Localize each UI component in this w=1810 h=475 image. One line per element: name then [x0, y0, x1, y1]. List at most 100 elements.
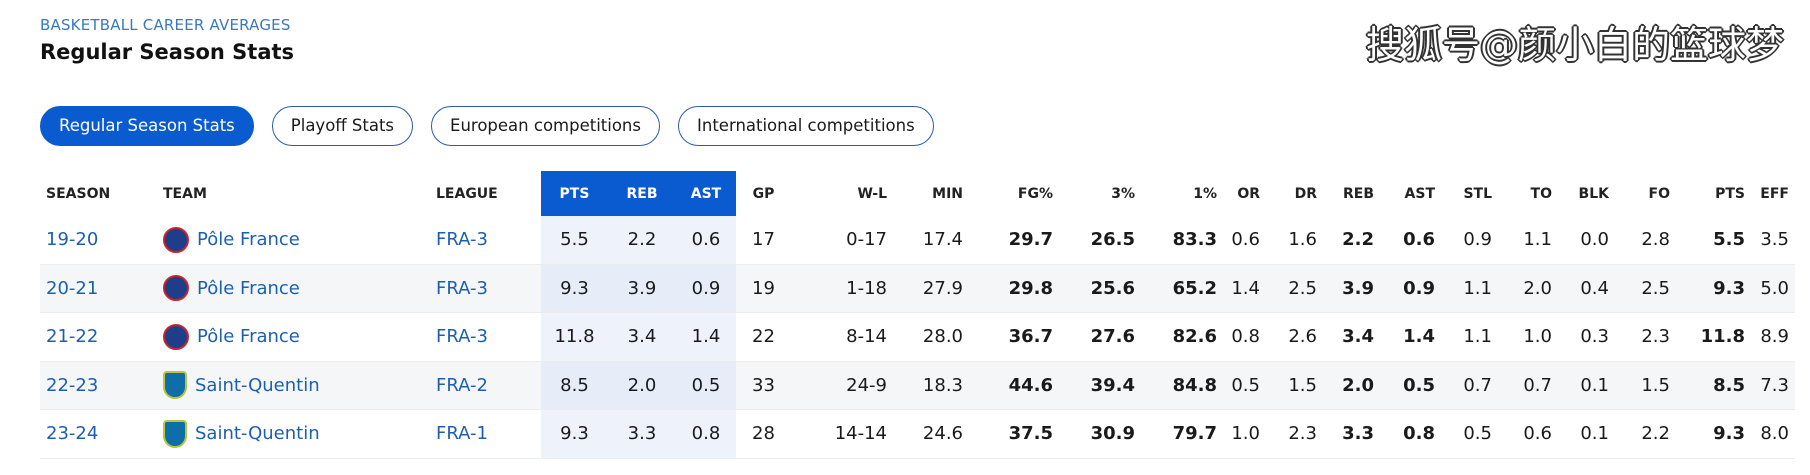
- col-ast-total[interactable]: AST: [1404, 185, 1435, 202]
- team-link[interactable]: Saint-Quentin: [195, 374, 320, 396]
- to-cell: 2.0: [1498, 264, 1558, 313]
- stl-cell: 0.5: [1441, 409, 1498, 459]
- col-1-pct[interactable]: 1%: [1193, 185, 1217, 202]
- tab-playoffs[interactable]: Playoff Stats: [271, 106, 414, 146]
- team-cell: Saint-Quentin: [157, 361, 430, 410]
- eff-cell: 3.5: [1751, 216, 1795, 265]
- col-reb[interactable]: REB: [608, 171, 676, 216]
- gp-cell: 22: [736, 312, 791, 362]
- season-link[interactable]: 20-21: [40, 264, 157, 313]
- pole-france-logo-icon: [163, 323, 189, 350]
- team-link[interactable]: Pôle France: [197, 229, 300, 251]
- eff-cell: 7.3: [1751, 361, 1795, 410]
- reb-total-cell: 2.0: [1323, 361, 1380, 410]
- col-team[interactable]: TEAM: [163, 185, 207, 202]
- reb-total-cell: 3.4: [1323, 312, 1380, 362]
- fg-pct-cell: 36.7: [969, 312, 1059, 362]
- blk-cell: 0.1: [1558, 361, 1615, 410]
- col-dr[interactable]: DR: [1294, 185, 1317, 202]
- dr-cell: 2.6: [1266, 312, 1323, 362]
- team-link[interactable]: Pôle France: [197, 277, 300, 299]
- reb-cell: 2.0: [608, 361, 676, 410]
- reb-cell: 3.9: [608, 264, 676, 313]
- reb-cell: 2.2: [608, 216, 676, 265]
- min-cell: 18.3: [893, 361, 969, 410]
- to-cell: 0.7: [1498, 361, 1558, 410]
- season-link[interactable]: 21-22: [40, 312, 157, 362]
- gp-cell: 19: [736, 264, 791, 313]
- pts-cell: 5.5: [541, 216, 608, 265]
- ast-total-cell: 0.6: [1380, 216, 1441, 265]
- league-link[interactable]: FRA-2: [430, 361, 541, 410]
- pts-cell: 9.3: [541, 264, 608, 313]
- blk-cell: 0.0: [1558, 216, 1615, 265]
- reb-total-cell: 2.2: [1323, 216, 1380, 265]
- dr-cell: 1.5: [1266, 361, 1323, 410]
- col-3-pct[interactable]: 3%: [1111, 185, 1135, 202]
- three-pct-cell: 26.5: [1059, 216, 1141, 265]
- fg-pct-cell: 44.6: [969, 361, 1059, 410]
- or-cell: 0.5: [1223, 361, 1266, 410]
- table-row: 19-20 Pôle France FRA-3 5.5 2.2 0.6 17 0…: [40, 216, 1795, 265]
- table-row: 21-22 Pôle France FRA-3 11.8 3.4 1.4 22 …: [40, 312, 1795, 362]
- wl-cell: 0-17: [791, 216, 893, 265]
- pts-total-cell: 8.5: [1676, 361, 1751, 410]
- col-stl[interactable]: STL: [1463, 185, 1492, 202]
- gp-cell: 17: [736, 216, 791, 265]
- tab-european[interactable]: European competitions: [431, 106, 660, 146]
- ast-total-cell: 0.5: [1380, 361, 1441, 410]
- pts-cell: 11.8: [541, 312, 608, 362]
- team-cell: Pôle France: [157, 216, 430, 265]
- min-cell: 17.4: [893, 216, 969, 265]
- col-to[interactable]: TO: [1530, 185, 1552, 202]
- gp-cell: 33: [736, 361, 791, 410]
- col-ast[interactable]: AST: [676, 171, 736, 216]
- stats-tabs: Regular Season Stats Playoff Stats Europ…: [40, 106, 934, 146]
- blk-cell: 0.1: [1558, 409, 1615, 459]
- season-link[interactable]: 19-20: [40, 216, 157, 265]
- stl-cell: 1.1: [1441, 264, 1498, 313]
- season-link[interactable]: 22-23: [40, 361, 157, 410]
- pts-total-cell: 11.8: [1676, 312, 1751, 362]
- three-pct-cell: 25.6: [1059, 264, 1141, 313]
- col-reb-total[interactable]: REB: [1342, 185, 1374, 202]
- col-pts-total[interactable]: PTS: [1715, 185, 1745, 202]
- col-fo[interactable]: FO: [1648, 185, 1670, 202]
- team-link[interactable]: Saint-Quentin: [195, 423, 320, 445]
- fg-pct-cell: 29.8: [969, 264, 1059, 313]
- fo-cell: 1.5: [1615, 361, 1676, 410]
- pts-total-cell: 9.3: [1676, 409, 1751, 459]
- team-cell: Pôle France: [157, 264, 430, 313]
- ast-cell: 1.4: [676, 312, 736, 362]
- league-link[interactable]: FRA-1: [430, 409, 541, 459]
- league-link[interactable]: FRA-3: [430, 216, 541, 265]
- team-link[interactable]: Pôle France: [197, 326, 300, 348]
- col-min[interactable]: MIN: [932, 185, 963, 202]
- pts-cell: 8.5: [541, 361, 608, 410]
- pole-france-logo-icon: [163, 226, 189, 253]
- league-link[interactable]: FRA-3: [430, 264, 541, 313]
- three-pct-cell: 27.6: [1059, 312, 1141, 362]
- fg-pct-cell: 37.5: [969, 409, 1059, 459]
- gp-cell: 28: [736, 409, 791, 459]
- team-cell: Pôle France: [157, 312, 430, 362]
- tab-regular-season[interactable]: Regular Season Stats: [40, 106, 254, 146]
- page-header: BASKETBALL CAREER AVERAGES Regular Seaso…: [40, 16, 294, 64]
- col-fg-pct[interactable]: FG%: [1017, 185, 1053, 202]
- col-eff[interactable]: EFF: [1760, 185, 1789, 202]
- ast-total-cell: 0.9: [1380, 264, 1441, 313]
- col-wl[interactable]: W-L: [857, 185, 887, 202]
- col-or[interactable]: OR: [1237, 185, 1260, 202]
- col-season[interactable]: SEASON: [46, 185, 111, 202]
- league-link[interactable]: FRA-3: [430, 312, 541, 362]
- season-link[interactable]: 23-24: [40, 409, 157, 459]
- eff-cell: 5.0: [1751, 264, 1795, 313]
- tab-international[interactable]: International competitions: [678, 106, 934, 146]
- col-league[interactable]: LEAGUE: [436, 185, 498, 202]
- col-gp[interactable]: GP: [752, 185, 775, 202]
- col-blk[interactable]: BLK: [1578, 185, 1609, 202]
- col-pts[interactable]: PTS: [541, 171, 608, 216]
- min-cell: 27.9: [893, 264, 969, 313]
- fg-pct-cell: 29.7: [969, 216, 1059, 265]
- table-row: 22-23 Saint-Quentin FRA-2 8.5 2.0 0.5 33…: [40, 361, 1795, 410]
